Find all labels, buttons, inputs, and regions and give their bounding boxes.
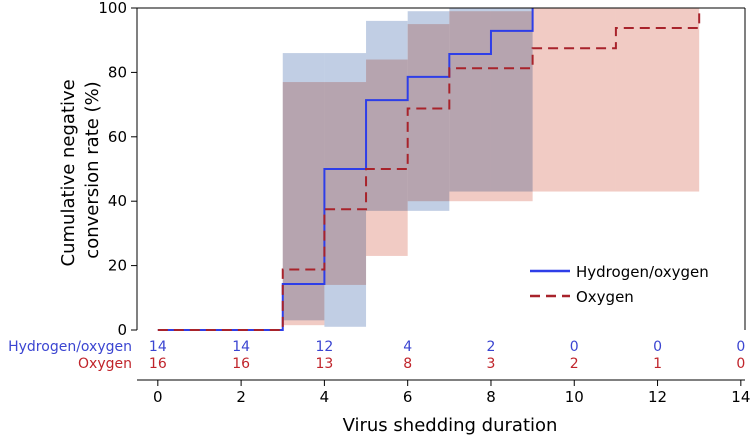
survival-curves [157, 8, 701, 331]
x-tick-label-8: 8 [486, 388, 496, 406]
risk-count-oxygen-t14: 0 [736, 356, 745, 372]
x-tick-label-2: 2 [236, 388, 246, 406]
y-tick-label-0: 0 [117, 321, 127, 339]
risk-count-oxygen-t10: 2 [570, 356, 579, 372]
y-tick-label-100: 100 [98, 0, 127, 17]
legend-label-oxygen: Oxygen [576, 288, 634, 306]
risk-count-hydrogen-oxygen-t8: 2 [487, 339, 496, 355]
plot-axes [136, 7, 746, 381]
ci-band-oxygen-3 [366, 59, 408, 256]
risk-count-oxygen-t0: 16 [149, 356, 167, 372]
ci-band-oxygen-7 [615, 8, 700, 192]
step-line-hydrogen-oxygen [157, 8, 534, 331]
ci-band-oxygen-2 [324, 82, 367, 285]
y-tick-label-60: 60 [108, 128, 127, 146]
risk-count-hydrogen-oxygen-t2: 14 [232, 339, 250, 355]
x-tick-label-6: 6 [403, 388, 413, 406]
legend: Hydrogen/oxygen Oxygen [530, 263, 709, 306]
risk-count-oxygen-t6: 8 [403, 356, 412, 372]
y-tick-label-20: 20 [108, 257, 127, 275]
risk-count-oxygen-t4: 13 [315, 356, 333, 372]
ci-band-oxygen-4 [407, 24, 450, 202]
risk-count-oxygen-t8: 3 [487, 356, 496, 372]
y-tick-label-40: 40 [108, 192, 127, 210]
x-tick-label-14: 14 [731, 388, 750, 406]
x-axis-title: Virus shedding duration [343, 415, 558, 436]
y-tick-label-80: 80 [108, 63, 127, 81]
x-axis-ticks: 0 2 4 6 8 10 12 14 [153, 380, 750, 406]
step-line-oxygen [157, 8, 701, 331]
y-axis-title-line-2: conversion rate (%) [82, 81, 103, 258]
x-tick-label-10: 10 [565, 388, 584, 406]
risk-row-label-hydrogen-oxygen: Hydrogen/oxygen [8, 339, 132, 355]
ci-band-oxygen-1 [282, 82, 325, 326]
y-axis-ticks: 0 20 40 60 80 100 [98, 0, 137, 339]
risk-count-hydrogen-oxygen-t4: 12 [315, 339, 333, 355]
ci-band-oxygen-6 [532, 8, 616, 192]
confidence-bands [282, 8, 700, 327]
y-axis-title-line-1: Cumulative negative [58, 79, 79, 266]
risk-count-oxygen-t2: 16 [232, 356, 250, 372]
y-axis-title: Cumulative negative conversion rate (%) [58, 74, 103, 267]
x-tick-label-0: 0 [153, 388, 163, 406]
x-tick-label-12: 12 [648, 388, 667, 406]
risk-count-hydrogen-oxygen-t12: 0 [653, 339, 662, 355]
risk-count-oxygen-t12: 1 [653, 356, 662, 372]
risk-count-hydrogen-oxygen-t0: 14 [149, 339, 167, 355]
risk-count-hydrogen-oxygen-t6: 4 [403, 339, 412, 355]
legend-label-hydrogen-oxygen: Hydrogen/oxygen [576, 263, 709, 281]
risk-count-hydrogen-oxygen-t10: 0 [570, 339, 579, 355]
risk-row-label-oxygen: Oxygen [78, 356, 132, 372]
x-tick-label-4: 4 [320, 388, 330, 406]
risk-count-hydrogen-oxygen-t14: 0 [736, 339, 745, 355]
